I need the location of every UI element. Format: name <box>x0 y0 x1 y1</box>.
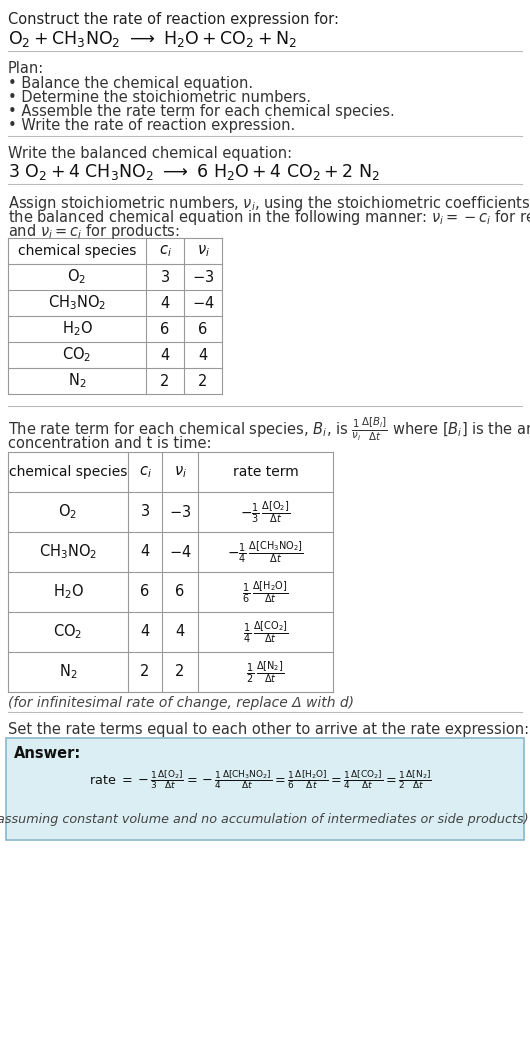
Text: $\mathit{\nu}_i$: $\mathit{\nu}_i$ <box>197 243 209 258</box>
Text: $-3$: $-3$ <box>169 504 191 520</box>
Text: 6: 6 <box>161 321 170 337</box>
Text: Set the rate terms equal to each other to arrive at the rate expression:: Set the rate terms equal to each other t… <box>8 722 529 737</box>
Text: • Balance the chemical equation.: • Balance the chemical equation. <box>8 76 253 91</box>
Text: concentration and t is time:: concentration and t is time: <box>8 436 211 451</box>
Text: 6: 6 <box>175 585 184 599</box>
Text: (assuming constant volume and no accumulation of intermediates or side products): (assuming constant volume and no accumul… <box>0 813 528 826</box>
Text: $\mathregular{N_2}$: $\mathregular{N_2}$ <box>59 663 77 681</box>
Text: $-3$: $-3$ <box>192 269 214 285</box>
Text: Assign stoichiometric numbers, $\mathit{\nu}_i$, using the stoichiometric coeffi: Assign stoichiometric numbers, $\mathit{… <box>8 194 530 213</box>
Text: $\mathregular{CH_3NO_2}$: $\mathregular{CH_3NO_2}$ <box>48 294 106 313</box>
Text: rate term: rate term <box>233 465 298 479</box>
Text: $-4$: $-4$ <box>192 295 214 311</box>
Text: $\mathregular{O_2 + CH_3NO_2 \ \longrightarrow \ H_2O + CO_2 + N_2}$: $\mathregular{O_2 + CH_3NO_2 \ \longrigh… <box>8 29 297 49</box>
Text: • Assemble the rate term for each chemical species.: • Assemble the rate term for each chemic… <box>8 104 395 119</box>
Text: $\mathregular{N_2}$: $\mathregular{N_2}$ <box>68 371 86 390</box>
Text: The rate term for each chemical species, $B_i$, is $\frac{1}{\nu_i}\frac{\Delta[: The rate term for each chemical species,… <box>8 416 530 444</box>
Text: 2: 2 <box>175 664 184 680</box>
Text: Plan:: Plan: <box>8 61 44 76</box>
Text: $\mathregular{CO_2}$: $\mathregular{CO_2}$ <box>54 622 83 641</box>
Text: 4: 4 <box>140 624 149 639</box>
Text: $-\frac{1}{4}\,\frac{\Delta[\mathregular{CH_3NO_2}]}{\Delta t}$: $-\frac{1}{4}\,\frac{\Delta[\mathregular… <box>227 539 304 565</box>
Text: • Determine the stoichiometric numbers.: • Determine the stoichiometric numbers. <box>8 90 311 105</box>
Text: $\mathit{c}_i$: $\mathit{c}_i$ <box>158 243 171 258</box>
Text: $\frac{1}{4}\,\frac{\Delta[\mathregular{CO_2}]}{\Delta t}$: $\frac{1}{4}\,\frac{\Delta[\mathregular{… <box>243 619 288 645</box>
Text: $\mathregular{H_2O}$: $\mathregular{H_2O}$ <box>61 320 92 338</box>
Text: $-\frac{1}{3}\,\frac{\Delta[\mathregular{O_2}]}{\Delta t}$: $-\frac{1}{3}\,\frac{\Delta[\mathregular… <box>240 499 290 525</box>
Text: 2: 2 <box>198 373 208 388</box>
Text: $\mathregular{O_2}$: $\mathregular{O_2}$ <box>67 268 86 287</box>
Text: Construct the rate of reaction expression for:: Construct the rate of reaction expressio… <box>8 12 339 27</box>
Text: Write the balanced chemical equation:: Write the balanced chemical equation: <box>8 146 292 161</box>
Text: $-4$: $-4$ <box>169 544 191 560</box>
Text: $\mathit{c}_i$: $\mathit{c}_i$ <box>138 464 152 480</box>
Text: 2: 2 <box>160 373 170 388</box>
Text: $\mathit{\nu}_i$: $\mathit{\nu}_i$ <box>173 464 187 480</box>
Text: 4: 4 <box>161 347 170 363</box>
Text: 3: 3 <box>140 504 149 520</box>
Text: 4: 4 <box>140 545 149 560</box>
Text: $\mathregular{3\ O_2 + 4\ CH_3NO_2 \ \longrightarrow \ 6\ H_2O + 4\ CO_2 + 2\ N_: $\mathregular{3\ O_2 + 4\ CH_3NO_2 \ \lo… <box>8 162 380 182</box>
Text: chemical species: chemical species <box>18 244 136 258</box>
Text: $\mathregular{O_2}$: $\mathregular{O_2}$ <box>58 503 77 521</box>
Text: Answer:: Answer: <box>14 746 81 761</box>
Text: $\mathregular{H_2O}$: $\mathregular{H_2O}$ <box>52 583 83 601</box>
Text: 6: 6 <box>198 321 208 337</box>
Text: and $\mathit{\nu}_i = \mathit{c}_i$ for products:: and $\mathit{\nu}_i = \mathit{c}_i$ for … <box>8 222 180 241</box>
Text: $\mathregular{CH_3NO_2}$: $\mathregular{CH_3NO_2}$ <box>39 543 97 562</box>
Text: 4: 4 <box>175 624 184 639</box>
Text: 3: 3 <box>161 270 170 285</box>
Text: $\mathregular{CO_2}$: $\mathregular{CO_2}$ <box>63 345 92 364</box>
Text: 4: 4 <box>198 347 208 363</box>
Text: $\frac{1}{6}\,\frac{\Delta[\mathregular{H_2O}]}{\Delta t}$: $\frac{1}{6}\,\frac{\Delta[\mathregular{… <box>243 579 288 605</box>
Text: (for infinitesimal rate of change, replace Δ with d): (for infinitesimal rate of change, repla… <box>8 696 354 710</box>
Text: 6: 6 <box>140 585 149 599</box>
Text: 2: 2 <box>140 664 149 680</box>
Text: the balanced chemical equation in the following manner: $\mathit{\nu}_i = -\math: the balanced chemical equation in the fo… <box>8 208 530 227</box>
Text: 4: 4 <box>161 296 170 311</box>
Text: rate $= -\frac{1}{3}\frac{\Delta[\mathrm{O_2}]}{\Delta t}= -\frac{1}{4}\frac{\De: rate $= -\frac{1}{3}\frac{\Delta[\mathrm… <box>89 768 431 791</box>
Text: • Write the rate of reaction expression.: • Write the rate of reaction expression. <box>8 118 295 133</box>
Text: $\frac{1}{2}\,\frac{\Delta[\mathregular{N_2}]}{\Delta t}$: $\frac{1}{2}\,\frac{\Delta[\mathregular{… <box>246 659 285 685</box>
Text: chemical species: chemical species <box>9 465 127 479</box>
Bar <box>6 738 524 840</box>
